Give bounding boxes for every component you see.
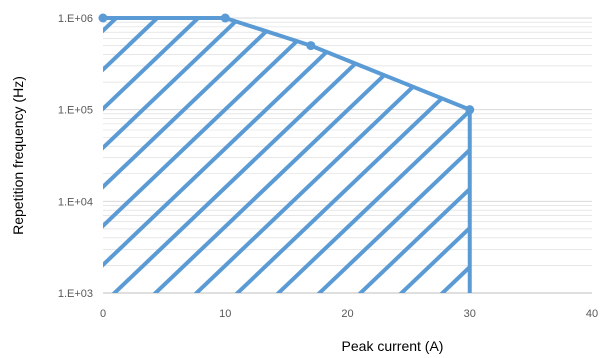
hatch-line [266,18,470,293]
hatch-line [103,18,170,293]
x-tick-label: 10 [219,308,231,320]
hatch-line [348,18,470,293]
y-tick-label: 1.E+05 [58,105,93,117]
hatch-line [473,8,602,303]
hatch-line [514,8,602,303]
y-tick-label: 1.E+03 [58,288,93,300]
y-axis-title: Repetition frequency (Hz) [10,76,26,235]
x-axis-title: Peak current (A) [342,338,444,354]
hatch-line [430,18,470,293]
x-tick-label: 20 [341,308,353,320]
hatch-line [103,18,252,293]
data-point [220,13,230,23]
y-tick-label: 1.E+04 [58,196,93,208]
x-tick-label: 40 [586,308,598,320]
hatch-line [307,18,470,293]
data-point [465,105,475,115]
hatch-line [103,18,416,293]
hatch-line [143,18,457,293]
hatch-line [103,18,334,293]
hatch-line [103,18,375,293]
hatch-line [555,8,602,303]
data-point [98,13,108,23]
hatch-line [596,8,602,303]
hatch-line [103,18,293,293]
gridlines [103,17,592,294]
hatch-line [389,18,470,293]
x-tick-label: 30 [464,308,476,320]
hatch-line [103,18,211,293]
y-tick-label: 1.E+06 [58,13,93,25]
series-markers [98,13,475,115]
hatch-line [184,18,470,293]
hatch-line [225,18,470,293]
hatched-area [103,8,602,303]
x-tick-label: 0 [100,308,106,320]
y-tick-labels: 1.E+03 1.E+04 1.E+05 1.E+06 [58,13,93,300]
data-point [306,41,316,51]
x-tick-labels: 0 10 20 30 40 [100,308,598,320]
